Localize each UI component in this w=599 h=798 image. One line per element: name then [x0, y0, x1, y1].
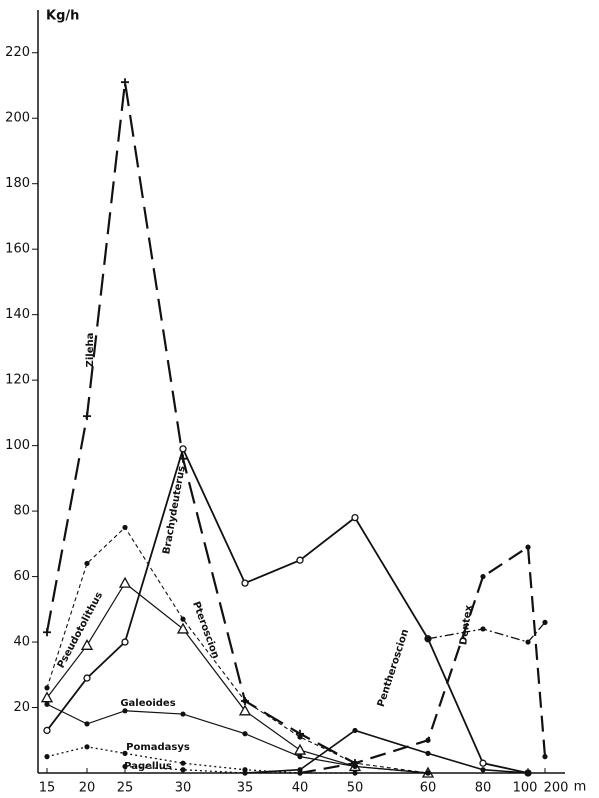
point — [84, 721, 90, 727]
point — [83, 412, 91, 421]
point — [180, 760, 186, 766]
series-label: Pagellus — [124, 761, 172, 772]
y-axis-label: Kg/h — [46, 9, 79, 24]
x-tick-label: 60 — [420, 781, 437, 796]
point — [296, 556, 304, 564]
x-tick-label: 100 — [513, 781, 538, 796]
y-tick-label: 100 — [5, 438, 30, 453]
series-line — [46, 446, 529, 774]
point — [242, 731, 248, 737]
point — [297, 734, 303, 740]
series-line — [299, 545, 547, 775]
point — [425, 737, 431, 743]
point — [121, 78, 129, 87]
point — [84, 744, 90, 750]
point — [122, 524, 128, 531]
series-line — [46, 582, 429, 774]
point — [44, 685, 50, 691]
y-tick-label: 140 — [5, 307, 30, 322]
point — [293, 743, 307, 755]
x-tick-label: 80 — [475, 781, 492, 796]
series-line — [45, 82, 356, 765]
point — [122, 763, 128, 770]
point — [122, 708, 128, 714]
point — [180, 711, 186, 717]
series-line — [427, 621, 546, 643]
series-label: Pseudotolithus — [56, 590, 105, 670]
point — [479, 759, 487, 767]
point — [480, 767, 486, 773]
point — [180, 767, 186, 773]
y-tick-label: 120 — [5, 373, 30, 388]
point — [425, 770, 431, 776]
y-tick-label: 40 — [13, 635, 30, 650]
y-tick-label: 180 — [5, 176, 30, 191]
point — [425, 750, 431, 756]
series-label: Pentheroscion — [376, 628, 411, 708]
point — [44, 754, 50, 760]
point — [480, 626, 486, 632]
x-unit: m — [574, 780, 587, 795]
point — [84, 560, 90, 567]
point — [242, 770, 248, 776]
x-tick-label: 40 — [292, 781, 309, 796]
series-label: Zileha — [85, 333, 96, 368]
point — [43, 628, 51, 637]
series-line — [46, 746, 301, 774]
point — [525, 770, 531, 776]
y-tick-label: 220 — [5, 45, 30, 60]
y-tick-label: 200 — [5, 111, 30, 126]
point — [241, 579, 249, 587]
point — [83, 674, 91, 682]
y-tick-label: 60 — [13, 569, 30, 584]
point — [542, 754, 548, 760]
point — [425, 636, 431, 642]
point — [179, 445, 187, 453]
y-tick-label: 20 — [13, 700, 30, 715]
x-tick-label: 15 — [39, 781, 56, 796]
point — [242, 698, 248, 704]
point — [480, 573, 486, 580]
x-tick-label: 30 — [175, 781, 192, 796]
point — [525, 639, 531, 645]
x-tick-label: 50 — [347, 781, 364, 796]
series-line — [244, 729, 529, 774]
point — [43, 726, 51, 735]
series-label: Dentex — [458, 604, 475, 646]
point — [118, 576, 132, 588]
series-line — [46, 703, 429, 774]
y-tick-label: 80 — [13, 504, 30, 519]
x-tick-label: 25 — [117, 781, 134, 796]
point — [351, 513, 359, 522]
x-tick-label: 35 — [237, 781, 254, 796]
series-label: Pteroscion — [190, 600, 221, 660]
point — [80, 638, 94, 650]
point — [352, 760, 358, 766]
point — [44, 701, 50, 707]
point — [176, 622, 190, 634]
point — [121, 638, 129, 646]
point — [352, 770, 358, 776]
x-tick-label: 20 — [79, 781, 96, 796]
series-label: Galeoides — [120, 698, 175, 709]
point — [352, 727, 358, 734]
point — [180, 616, 186, 622]
point — [542, 619, 548, 626]
series-label: Pomadasys — [126, 742, 190, 753]
y-tick-label: 160 — [5, 242, 30, 257]
x-tick-label: 200 — [544, 781, 569, 796]
point — [297, 754, 303, 760]
point — [297, 770, 303, 776]
point — [525, 544, 531, 550]
point — [122, 750, 128, 756]
point — [238, 704, 252, 716]
